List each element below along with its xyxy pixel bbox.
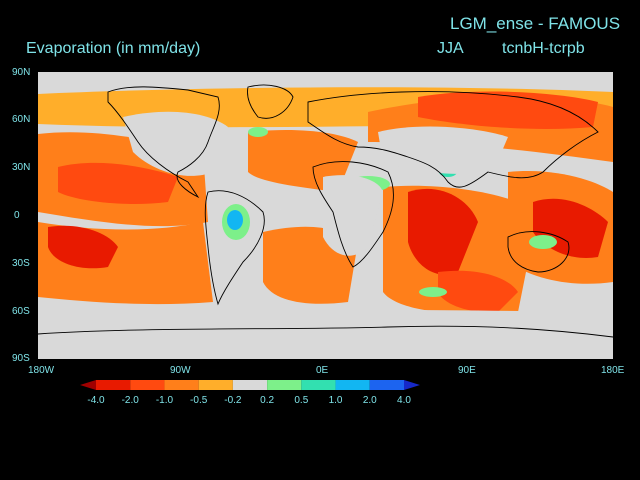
lat-label-90s: 90S	[12, 353, 30, 364]
field-npac-core	[58, 162, 178, 204]
lon-label-90e: 90E	[458, 365, 476, 376]
lat-label-90n: 90N	[12, 67, 31, 78]
lon-label-180e: 180E	[601, 365, 625, 376]
colorbar-box	[80, 380, 96, 390]
field-indian-core	[408, 188, 478, 275]
colorbar-box	[164, 380, 199, 390]
colorbar-label: 4.0	[397, 395, 411, 406]
colorbar-label: -0.5	[190, 395, 208, 406]
field-eurasia-pos	[248, 127, 268, 137]
season-label: JJA	[437, 40, 464, 57]
field-arctic-core	[418, 91, 598, 129]
run-title: LGM_ense - FAMOUS	[450, 14, 621, 33]
colorbar-label: 0.5	[294, 395, 308, 406]
field-antarctic	[38, 309, 613, 359]
colorbar-box	[369, 380, 404, 390]
field-spac-core	[48, 225, 118, 269]
negative-anomaly-fields	[38, 87, 613, 359]
lat-label-30s: 30S	[12, 258, 30, 269]
coast-south-america	[204, 190, 265, 306]
lat-label-60s: 60S	[12, 306, 30, 317]
colorbar-label: -0.2	[224, 395, 242, 406]
coast-europe-asia	[307, 91, 599, 188]
colorbar-box	[301, 380, 336, 390]
coast-africa	[312, 161, 394, 268]
lat-label-eq: 0	[14, 210, 20, 221]
colorbar-label: -1.0	[156, 395, 174, 406]
coast-antarctica	[38, 325, 613, 338]
colorbar-box	[267, 380, 302, 390]
field-austr-pos	[529, 235, 557, 249]
coast-greenland	[247, 84, 294, 119]
field-na-neutral	[123, 111, 228, 176]
colorbar-box	[404, 380, 420, 390]
variable-title: Evaporation (in mm/day)	[26, 40, 201, 57]
lon-label-0e: 0E	[316, 365, 329, 376]
colorbar-box	[130, 380, 165, 390]
colorbar: -4.0 -2.0 -1.0 -0.5 -0.2 0.2 0.5 1.0 2.0 4.0	[80, 380, 420, 406]
field-asia-neutral	[378, 126, 508, 174]
colorbar-labels: -4.0 -2.0 -1.0 -0.5 -0.2 0.2 0.5 1.0 2.0 4.0	[87, 395, 411, 406]
colorbar-box	[232, 380, 268, 390]
lon-label-90w: 90W	[170, 365, 191, 376]
field-africa-neutral	[323, 175, 383, 256]
evaporation-map	[38, 72, 613, 359]
colorbar-box	[96, 380, 131, 390]
field-amazon-pos2	[227, 210, 243, 230]
colorbar-box	[198, 380, 233, 390]
colorbar-label: -4.0	[87, 395, 105, 406]
colorbar-boxes	[80, 380, 420, 390]
coastlines	[38, 84, 613, 338]
colorbar-label: 1.0	[329, 395, 343, 406]
lat-label-30n: 30N	[12, 162, 31, 173]
coast-north-america	[107, 86, 220, 199]
colorbar-box	[335, 380, 370, 390]
lon-label-180w: 180W	[28, 365, 55, 376]
difference-label: tcnbH-tcrpb	[502, 40, 585, 57]
field-sindian-core	[438, 270, 518, 313]
colorbar-label: 2.0	[363, 395, 377, 406]
colorbar-label: -2.0	[122, 395, 140, 406]
colorbar-label: 0.2	[260, 395, 274, 406]
coast-australia	[507, 231, 570, 273]
lat-label-60n: 60N	[12, 114, 31, 125]
field-sao-pos	[419, 287, 447, 297]
